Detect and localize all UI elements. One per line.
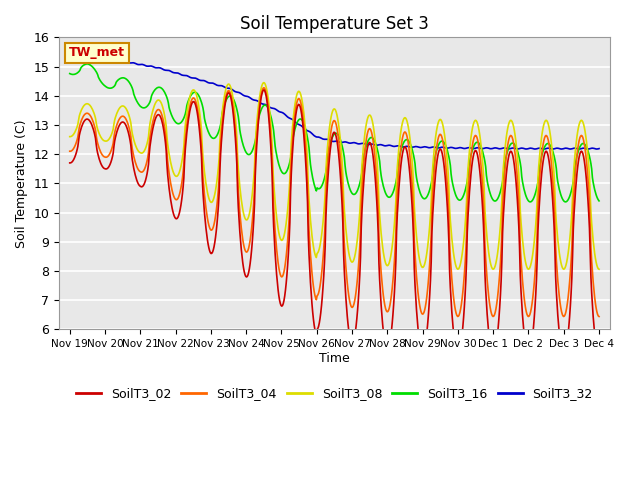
- Line: SoilT3_02: SoilT3_02: [70, 90, 599, 356]
- Y-axis label: Soil Temperature (C): Soil Temperature (C): [15, 119, 28, 248]
- SoilT3_08: [66, 134, 74, 140]
- SoilT3_16: [76, 68, 83, 74]
- SoilT3_04: [130, 154, 138, 159]
- SoilT3_04: [399, 132, 407, 138]
- SoilT3_32: [595, 146, 603, 152]
- SoilT3_02: [76, 132, 83, 138]
- SoilT3_08: [260, 80, 268, 85]
- Legend: SoilT3_02, SoilT3_04, SoilT3_08, SoilT3_16, SoilT3_32: SoilT3_02, SoilT3_04, SoilT3_08, SoilT3_…: [71, 382, 598, 405]
- SoilT3_32: [212, 82, 220, 88]
- Text: TW_met: TW_met: [69, 46, 125, 60]
- Line: SoilT3_04: SoilT3_04: [70, 88, 599, 316]
- X-axis label: Time: Time: [319, 352, 350, 365]
- SoilT3_16: [399, 141, 407, 146]
- SoilT3_08: [130, 137, 138, 143]
- SoilT3_16: [184, 98, 192, 104]
- SoilT3_32: [66, 52, 74, 58]
- SoilT3_32: [68, 51, 76, 57]
- SoilT3_16: [84, 61, 92, 67]
- Title: Soil Temperature Set 3: Soil Temperature Set 3: [240, 15, 429, 33]
- SoilT3_16: [131, 93, 138, 99]
- SoilT3_02: [66, 160, 74, 166]
- SoilT3_08: [595, 266, 603, 272]
- SoilT3_04: [260, 85, 268, 91]
- Line: SoilT3_16: SoilT3_16: [70, 64, 599, 202]
- SoilT3_02: [212, 235, 220, 240]
- SoilT3_08: [399, 117, 407, 123]
- SoilT3_02: [595, 353, 603, 359]
- SoilT3_02: [130, 166, 138, 171]
- SoilT3_02: [399, 147, 407, 153]
- SoilT3_04: [184, 117, 191, 122]
- SoilT3_04: [595, 313, 603, 319]
- SoilT3_32: [131, 60, 138, 66]
- SoilT3_04: [66, 148, 74, 154]
- SoilT3_32: [399, 144, 407, 150]
- SoilT3_32: [184, 73, 192, 79]
- SoilT3_02: [260, 87, 268, 93]
- Line: SoilT3_08: SoilT3_08: [70, 83, 599, 269]
- SoilT3_32: [76, 51, 84, 57]
- SoilT3_32: [593, 146, 601, 152]
- SoilT3_16: [595, 198, 603, 204]
- SoilT3_16: [66, 71, 74, 76]
- SoilT3_16: [415, 185, 422, 191]
- SoilT3_04: [76, 124, 83, 130]
- SoilT3_02: [184, 124, 191, 130]
- SoilT3_08: [76, 113, 83, 119]
- SoilT3_16: [561, 199, 569, 205]
- SoilT3_08: [184, 106, 191, 111]
- SoilT3_32: [415, 144, 422, 150]
- SoilT3_02: [415, 332, 422, 338]
- SoilT3_04: [212, 214, 220, 219]
- SoilT3_16: [212, 133, 220, 139]
- SoilT3_08: [415, 252, 422, 257]
- Line: SoilT3_32: SoilT3_32: [70, 54, 599, 149]
- SoilT3_04: [415, 296, 422, 301]
- SoilT3_08: [212, 188, 220, 193]
